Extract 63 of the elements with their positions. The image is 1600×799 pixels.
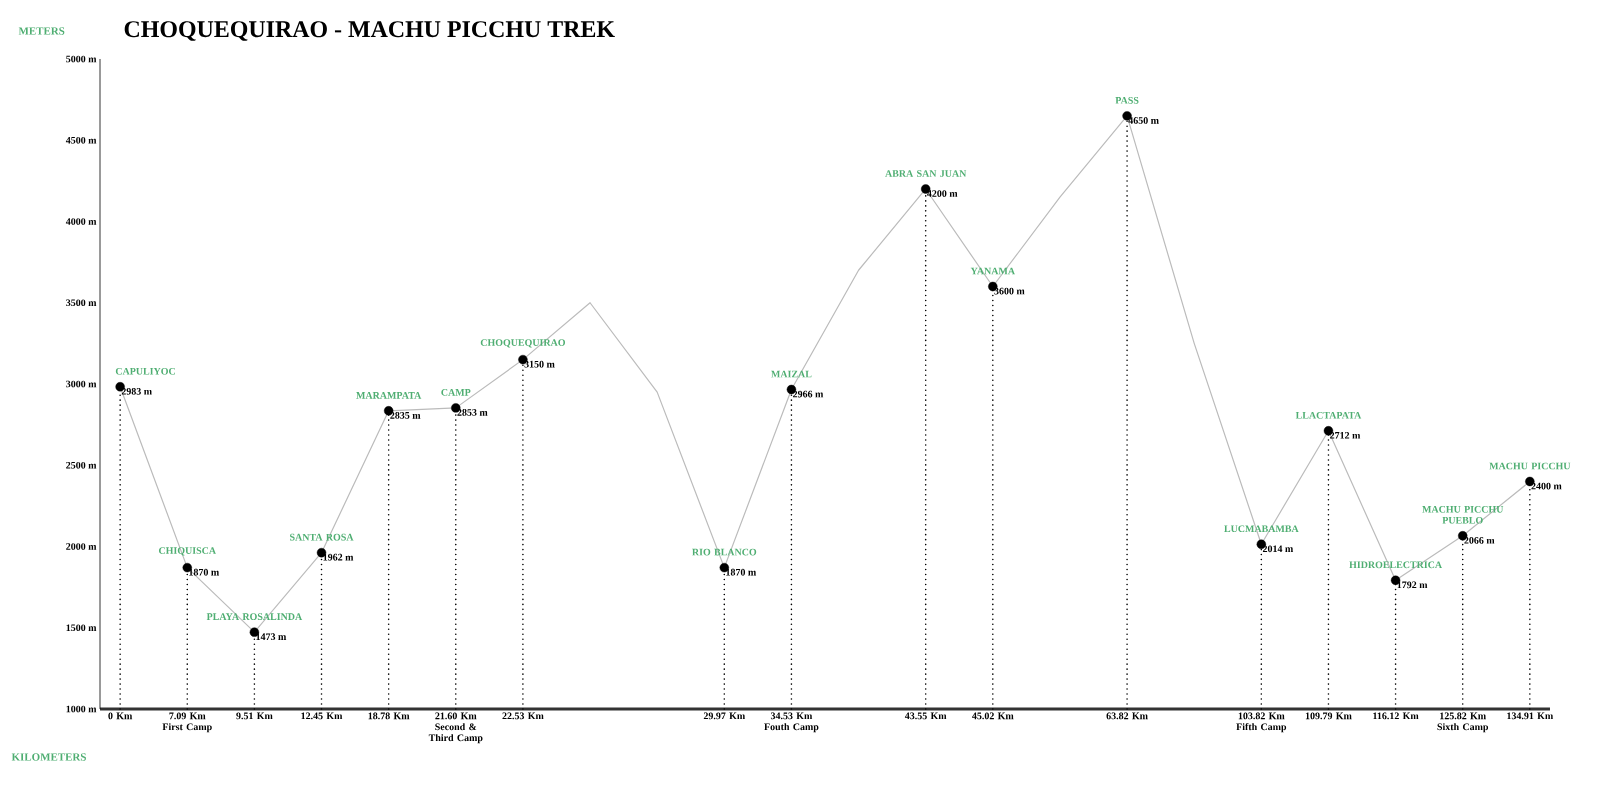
annotation: SANTA ROSA bbox=[290, 533, 354, 541]
annotation: RIO BLANCO bbox=[692, 548, 757, 556]
y-tick-label: 2000 m bbox=[66, 543, 97, 550]
data-label: 2400 m bbox=[1531, 482, 1562, 490]
x-tick-label: 103.82 Km Fifth Camp bbox=[1236, 712, 1287, 733]
data-label: 2014 m bbox=[1262, 545, 1294, 553]
data-label: 3150 m bbox=[524, 360, 555, 368]
data-label: 3600 m bbox=[994, 287, 1025, 295]
x-tick-label: 125.82 Km Sixth Camp bbox=[1437, 712, 1489, 733]
x-tick-label: 9.51 Km bbox=[236, 712, 273, 720]
annotation: CAPULIYOC bbox=[115, 367, 175, 375]
data-label: 1792 m bbox=[1397, 581, 1428, 589]
y-tick-label: 3500 m bbox=[66, 299, 97, 307]
annotation: MACHU PICCHU PUEBLO bbox=[1422, 505, 1504, 524]
x-tick-label: 116.12 Km bbox=[1373, 712, 1419, 720]
annotation: ABRA SAN JUAN bbox=[885, 170, 967, 177]
data-label: 2966 m bbox=[793, 390, 824, 398]
annotation: YANAMA bbox=[970, 267, 1015, 275]
y-axis-title: METERS bbox=[18, 27, 65, 35]
x-tick-label: 34.53 Km Fouth Camp bbox=[764, 712, 819, 733]
x-tick-label: 12.45 Km bbox=[301, 712, 343, 720]
x-axis-title: KILOMETERS bbox=[11, 753, 86, 761]
y-tick-label: 4500 m bbox=[65, 136, 97, 144]
data-label: 2835 m bbox=[390, 412, 421, 419]
annotation: HIDROELECTRICA bbox=[1349, 561, 1443, 569]
y-tick-label: 5000 m bbox=[66, 55, 97, 63]
y-tick-label: 1000 m bbox=[66, 705, 97, 713]
x-tick-label: 21.60 Km Second & Third Camp bbox=[428, 712, 483, 744]
x-tick-label: 7.09 Km First Camp bbox=[162, 712, 212, 733]
y-tick-label: 4000 m bbox=[65, 218, 97, 225]
chart-title: CHOQUEQUIRAO - MACHU PICCHU TREK bbox=[124, 21, 615, 41]
x-tick-label: 22.53 Km bbox=[502, 712, 544, 720]
annotation: PASS bbox=[1115, 97, 1139, 104]
x-tick-label: 134.91 Km bbox=[1507, 712, 1554, 720]
y-tick-label: 1500 m bbox=[66, 624, 97, 632]
annotation: PLAYA ROSALINDA bbox=[206, 613, 303, 620]
x-tick-label: 45.02 Km bbox=[972, 712, 1014, 720]
x-tick-label: 109.79 Km bbox=[1305, 712, 1352, 720]
y-tick-label: 2500 m bbox=[66, 461, 97, 469]
annotation: LUCMABAMBA bbox=[1224, 525, 1299, 533]
annotation: CAMP bbox=[441, 389, 471, 396]
annotation: MAIZAL bbox=[771, 370, 812, 378]
data-label: 1870 m bbox=[189, 568, 220, 576]
y-tick-label: 3000 m bbox=[66, 380, 97, 388]
annotation: LLACTAPATA bbox=[1295, 411, 1362, 419]
data-label: 4650 m bbox=[1128, 117, 1159, 124]
annotation: CHOQUEQUIRAO bbox=[480, 339, 566, 348]
x-tick-label: 18.78 Km bbox=[368, 712, 410, 720]
data-label: 1870 m bbox=[726, 568, 757, 576]
data-label: 2983 m bbox=[121, 387, 152, 395]
data-label: 1473 m bbox=[256, 633, 287, 641]
x-tick-label: 63.82 Km bbox=[1106, 712, 1148, 720]
data-label: 2853 m bbox=[457, 409, 488, 416]
annotation: CHIQUISCA bbox=[158, 547, 216, 556]
annotation: MARAMPATA bbox=[356, 392, 422, 399]
data-label: 2712 m bbox=[1330, 431, 1361, 439]
data-label: 2066 m bbox=[1464, 536, 1495, 544]
data-label: 4200 m bbox=[927, 190, 958, 197]
x-tick-label: 43.55 Km bbox=[904, 712, 947, 720]
annotation: MACHU PICCHU bbox=[1489, 462, 1571, 470]
x-tick-label: 0 Km bbox=[108, 712, 133, 720]
x-tick-label: 29.97 Km bbox=[703, 712, 746, 720]
data-label: 1962 m bbox=[323, 553, 354, 561]
